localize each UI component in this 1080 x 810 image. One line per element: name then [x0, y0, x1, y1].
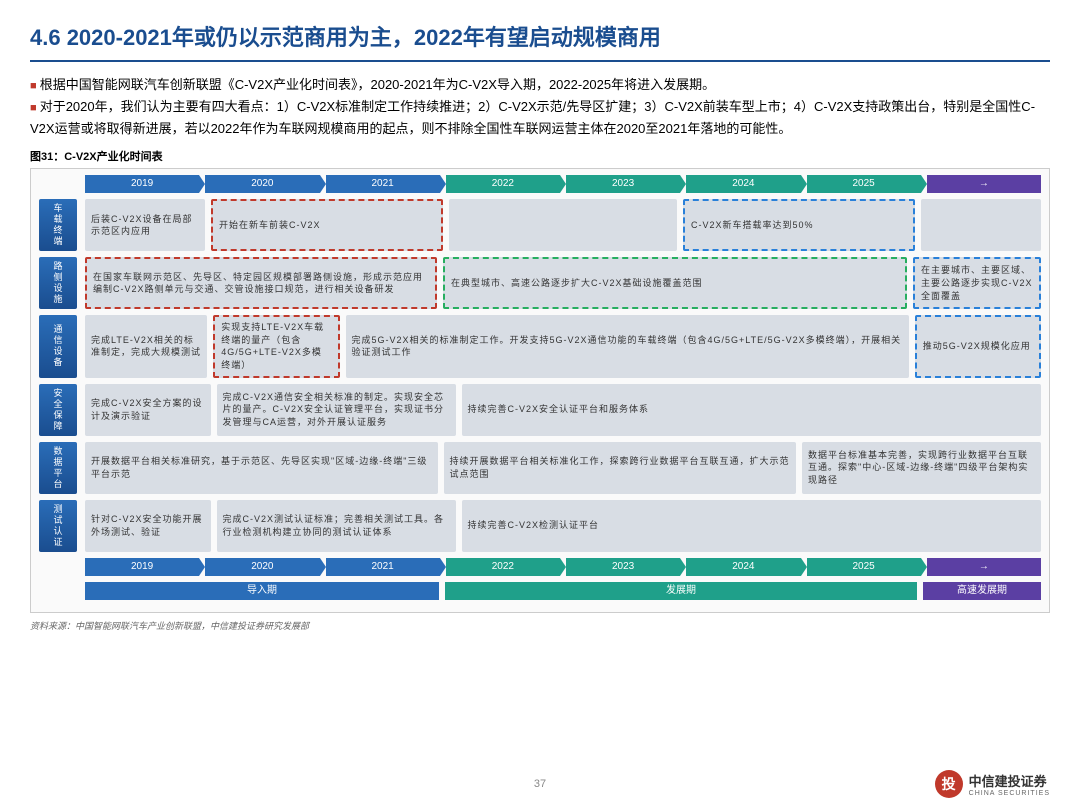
company-logo: 投 中信建投证券 CHINA SECURITIES — [935, 770, 1050, 798]
timeline-cell: 完成C-V2X测试认证标准；完善相关测试工具。各行业检测机构建立协同的测试认证体… — [217, 500, 456, 552]
year-cell: 2025 — [807, 175, 921, 193]
timeline-row: 测试认证针对C-V2X安全功能开展外场测试、验证完成C-V2X测试认证标准；完善… — [39, 500, 1041, 552]
year-cell: 2020 — [205, 558, 319, 576]
year-cell: 2019 — [85, 175, 199, 193]
year-cell: 2019 — [85, 558, 199, 576]
page-number: 37 — [534, 778, 546, 790]
year-cell: 2025 — [807, 558, 921, 576]
timeline-cell: 在国家车联网示范区、先导区、特定园区规模部署路侧设施，形成示范应用 编制C-V2… — [85, 257, 437, 309]
logo-cn: 中信建投证券 — [969, 771, 1050, 790]
row-label: 车载终端 — [39, 199, 77, 251]
year-cell: 2024 — [686, 175, 800, 193]
year-cell: 2024 — [686, 558, 800, 576]
row-label: 安全保障 — [39, 384, 77, 436]
row-label: 通信设备 — [39, 315, 77, 377]
year-header-bottom: 2019 2020 2021 2022 2023 2024 2025 → — [85, 558, 1041, 576]
data-source: 资料来源：中国智能网联汽车产业创新联盟，中信建投证券研究发展部 — [30, 619, 1050, 632]
timeline-cell: 后装C-V2X设备在局部示范区内应用 — [85, 199, 205, 251]
timeline-cell — [921, 199, 1041, 251]
row-label: 测试认证 — [39, 500, 77, 552]
phase-label: 导入期 — [85, 582, 439, 600]
bullet-item: 对于2020年，我们认为主要有四大看点：1）C-V2X标准制定工作持续推进；2）… — [30, 96, 1050, 140]
year-cell: → — [927, 175, 1041, 193]
timeline-cell: 完成C-V2X安全方案的设计及演示验证 — [85, 384, 211, 436]
timeline-cell: 在主要城市、主要区域、主要公路逐步实现C-V2X全面覆盖 — [913, 257, 1041, 309]
year-cell: 2023 — [566, 175, 680, 193]
timeline-cell: 针对C-V2X安全功能开展外场测试、验证 — [85, 500, 211, 552]
year-cell: 2021 — [326, 175, 440, 193]
year-cell: 2022 — [446, 175, 560, 193]
slide-title: 4.6 2020-2021年或仍以示范商用为主，2022年有望启动规模商用 — [30, 20, 1050, 62]
phase-label: 发展期 — [445, 582, 917, 600]
timeline-row: 通信设备完成LTE-V2X相关的标准制定，完成大规模测试实现支持LTE-V2X车… — [39, 315, 1041, 377]
phase-row: 导入期发展期高速发展期 — [85, 582, 1041, 600]
timeline-cell: 实现支持LTE-V2X车载终端的量产（包含4G/5G+LTE-V2X多模终端） — [213, 315, 339, 377]
row-label: 路侧设施 — [39, 257, 77, 309]
year-cell: → — [927, 558, 1041, 576]
timeline-cell: 开始在新车前装C-V2X — [211, 199, 443, 251]
timeline-cell: 完成LTE-V2X相关的标准制定，完成大规模测试 — [85, 315, 207, 377]
row-label: 数据平台 — [39, 442, 77, 494]
timeline-cell: 数据平台标准基本完善，实现跨行业数据平台互联互通。探索"中心-区域-边缘-终端"… — [802, 442, 1041, 494]
timeline-cell: 持续完善C-V2X安全认证平台和服务体系 — [462, 384, 1042, 436]
timeline-row: 安全保障完成C-V2X安全方案的设计及演示验证完成C-V2X通信安全相关标准的制… — [39, 384, 1041, 436]
year-cell: 2021 — [326, 558, 440, 576]
bullet-list: 根据中国智能网联汽车创新联盟《C-V2X产业化时间表》，2020-2021年为C… — [30, 74, 1050, 140]
phase-label: 高速发展期 — [923, 582, 1041, 600]
year-cell: 2023 — [566, 558, 680, 576]
bullet-item: 根据中国智能网联汽车创新联盟《C-V2X产业化时间表》，2020-2021年为C… — [30, 74, 1050, 96]
timeline-cell: 完成5G-V2X相关的标准制定工作。开发支持5G-V2X通信功能的车载终端（包含… — [346, 315, 909, 377]
timeline-cell: C-V2X新车搭载率达到50% — [683, 199, 915, 251]
timeline-row: 数据平台开展数据平台相关标准研究，基于示范区、先导区实现"区域-边缘-终端"三级… — [39, 442, 1041, 494]
year-cell: 2020 — [205, 175, 319, 193]
timeline-row: 车载终端后装C-V2X设备在局部示范区内应用开始在新车前装C-V2X C-V2X新… — [39, 199, 1041, 251]
slide-footer: 37 投 中信建投证券 CHINA SECURITIES — [0, 770, 1080, 798]
figure-caption: 图31：C-V2X产业化时间表 — [30, 148, 1050, 164]
logo-mark: 投 — [935, 770, 963, 798]
timeline-cell: 持续完善C-V2X检测认证平台 — [462, 500, 1042, 552]
timeline-cell: 开展数据平台相关标准研究，基于示范区、先导区实现"区域-边缘-终端"三级平台示范 — [85, 442, 438, 494]
logo-en: CHINA SECURITIES — [969, 790, 1050, 797]
year-header-top: 2019 2020 2021 2022 2023 2024 2025 → — [85, 175, 1041, 193]
timeline-cell — [449, 199, 677, 251]
timeline-cell: 在典型城市、高速公路逐步扩大C-V2X基础设施覆盖范围 — [443, 257, 907, 309]
year-cell: 2022 — [446, 558, 560, 576]
timeline-cell: 推动5G-V2X规模化应用 — [915, 315, 1041, 377]
timeline-chart: 2019 2020 2021 2022 2023 2024 2025 → 车载终端后装C-V2… — [30, 168, 1050, 612]
timeline-cell: 持续开展数据平台相关标准化工作，探索跨行业数据平台互联互通，扩大示范试点范围 — [444, 442, 797, 494]
timeline-cell: 完成C-V2X通信安全相关标准的制定。实现安全芯片的量产。C-V2X安全认证管理… — [217, 384, 456, 436]
timeline-row: 路侧设施在国家车联网示范区、先导区、特定园区规模部署路侧设施，形成示范应用 编制… — [39, 257, 1041, 309]
